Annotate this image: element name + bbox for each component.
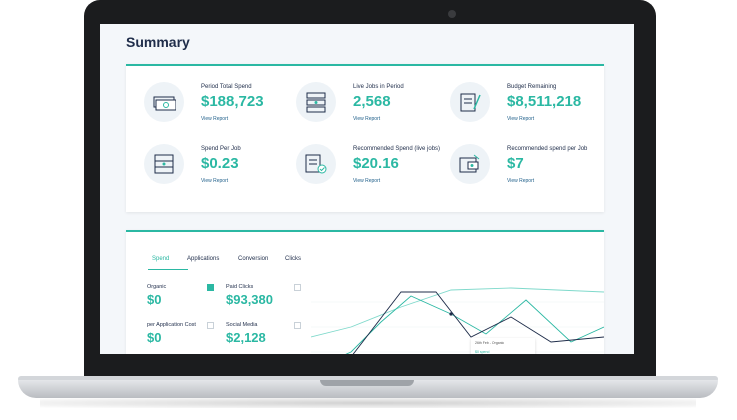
wallet-icon [450, 144, 490, 184]
laptop-notch [320, 380, 414, 386]
per-application-cost-checkbox[interactable] [207, 322, 214, 329]
metric-value: $0 [147, 330, 162, 345]
view-report-link[interactable]: View Report [507, 116, 535, 122]
metric-organic: Organic $0 [147, 284, 166, 307]
stat-spend-per-job: Spend Per Job $0.23 View Report [144, 138, 294, 194]
tooltip-value: $0 spend [475, 350, 490, 354]
view-report-link[interactable]: View Report [507, 178, 535, 184]
view-report-link[interactable]: View Report [201, 178, 229, 184]
stat-value: 2,568 [353, 93, 391, 110]
stat-label: Budget Remaining [507, 84, 557, 90]
metric-label: per Application Cost [147, 322, 196, 328]
series-light-line [311, 287, 604, 338]
tab-applications[interactable]: Applications [187, 256, 220, 262]
camera-icon [448, 10, 456, 18]
metric-label: Organic [147, 284, 167, 290]
hover-point [449, 312, 453, 316]
stat-recommended-spend-per-job: Recommended spend per Job $7 View Report [450, 138, 600, 194]
stat-label: Live Jobs in Period [353, 84, 404, 90]
laptop-hinge [18, 376, 718, 382]
stat-live-jobs: Live Jobs in Period 2,568 View Report [296, 76, 446, 132]
job-list-icon [296, 82, 336, 122]
budget-document-icon [450, 82, 490, 122]
calculator-icon [144, 144, 184, 184]
metric-label: Social Media [226, 322, 258, 328]
active-tab-underline [148, 269, 188, 270]
summary-card: Period Total Spend $188,723 View Report … [126, 64, 604, 212]
metric-per-application-cost: per Application Cost $0 [147, 322, 196, 345]
metric-paid-clicks: Paid Clicks $93,380 [226, 284, 273, 307]
metric-social-media: Social Media $2,128 [226, 322, 266, 345]
social-media-checkbox[interactable] [294, 322, 301, 329]
view-report-link[interactable]: View Report [353, 116, 381, 122]
stat-value: $20.16 [353, 155, 399, 172]
laptop-shadow [40, 398, 696, 408]
chart-tooltip: 26th Feb - Organic $0 spend [471, 338, 535, 354]
page-title: Summary [126, 34, 190, 50]
view-report-link[interactable]: View Report [201, 116, 229, 122]
stat-value: $188,723 [201, 93, 264, 110]
metric-label: Paid Clicks [226, 284, 254, 290]
metric-value: $93,380 [226, 292, 273, 307]
stat-recommended-spend: Recommended Spend (live jobs) $20.16 Vie… [296, 138, 446, 194]
tab-clicks[interactable]: Clicks [285, 256, 301, 262]
stat-label: Recommended spend per Job [507, 146, 588, 152]
recommended-document-icon [296, 144, 336, 184]
laptop-base [18, 380, 718, 398]
stat-budget-remaining: Budget Remaining $8,511,218 View Report [450, 76, 600, 132]
metric-value: $2,128 [226, 330, 266, 345]
view-report-link[interactable]: View Report [353, 178, 381, 184]
paid-clicks-checkbox[interactable] [294, 284, 301, 291]
screen: Summary Period Total Spend $188,723 View… [100, 24, 634, 354]
stat-value: $8,511,218 [507, 93, 582, 110]
organic-checkbox[interactable] [207, 284, 214, 291]
stat-value: $0.23 [201, 155, 239, 172]
chart-card: Spend Applications Conversion Clicks Org… [126, 230, 604, 354]
stat-period-total-spend: Period Total Spend $188,723 View Report [144, 76, 294, 132]
metric-value: $0 [147, 292, 162, 307]
tab-spend[interactable]: Spend [152, 256, 170, 262]
stat-label: Recommended Spend (live jobs) [353, 146, 441, 152]
stat-value: $7 [507, 155, 524, 172]
spend-line-chart [311, 287, 604, 354]
series-navy-line [352, 291, 604, 354]
stat-label: Period Total Spend [201, 84, 252, 90]
money-stack-icon [144, 82, 184, 122]
tooltip-title: 26th Feb - Organic [475, 341, 505, 345]
tab-conversion[interactable]: Conversion [238, 256, 269, 262]
stat-label: Spend Per Job [201, 146, 241, 152]
